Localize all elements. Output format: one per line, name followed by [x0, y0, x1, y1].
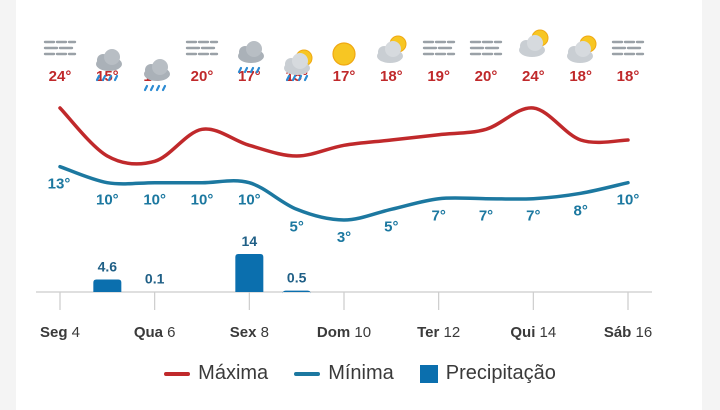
rain-cloud-icon	[87, 46, 127, 82]
x-tick-label: Ter 12	[417, 324, 460, 341]
x-tick-label: Seg 4	[40, 324, 80, 341]
max-temperature-label: 18°	[617, 68, 640, 85]
legend-precip-label: Precipitação	[445, 362, 556, 384]
precipitation-bar[interactable]	[235, 254, 264, 292]
x-tick-label: Dom 10	[317, 324, 371, 341]
min-temperature-label: 7°	[526, 208, 540, 225]
max-temperature-label: 18°	[569, 68, 592, 85]
x-tick-label: Qui 14	[510, 324, 556, 341]
forecast-card	[16, 0, 702, 410]
legend[interactable]: Máxima Mínima Precipitação	[0, 362, 720, 385]
max-temperature-label: 15°	[96, 68, 119, 85]
min-temperature-series	[58, 164, 630, 222]
min-temperature-label: 10°	[191, 192, 214, 209]
legend-max-swatch	[164, 371, 191, 376]
sun-icon	[324, 38, 364, 72]
sun-cloud-icon	[371, 32, 411, 66]
x-tick-label: Qua 6	[134, 324, 176, 341]
min-temperature-label: 8°	[573, 202, 587, 219]
min-temperature-label: 7°	[431, 208, 445, 225]
precipitation-value-label: 0.5	[287, 270, 307, 286]
precipitation-bars	[93, 254, 311, 294]
min-temperature-label: 13°	[48, 176, 71, 193]
fog-icon	[182, 30, 222, 64]
x-tick-labels: Seg 4 Qua 6 Sex 8 Dom 10 Ter 12 Qui 14 Sáb 16	[40, 324, 652, 341]
min-temperature-label: 10°	[617, 192, 640, 209]
sun-cloud-icon	[561, 32, 601, 66]
precipitation-value-label: 4.6	[98, 259, 118, 275]
min-temperature-label: 10°	[238, 192, 261, 209]
legend-item-max[interactable]: Máxima	[164, 362, 268, 385]
max-temperature-label: 17°	[238, 68, 261, 85]
x-tick-label: Sex 8	[230, 324, 269, 341]
max-temperature-label: 24°	[522, 68, 545, 85]
precipitation-value-label: 14	[242, 233, 258, 249]
max-temperature-label: 19°	[427, 68, 450, 85]
max-temperature-series	[58, 106, 630, 166]
legend-item-min[interactable]: Mínima	[294, 362, 394, 385]
max-temperature-label: 18°	[380, 68, 403, 85]
fog-icon	[466, 30, 506, 64]
fog-icon	[608, 30, 648, 64]
legend-min-label: Mínima	[328, 362, 394, 384]
x-axis	[36, 291, 652, 310]
precipitation-bar[interactable]	[282, 290, 311, 294]
forecast-chart: 4.60.1140.524°15°14°20°17°15°17°18°19°20…	[36, 68, 652, 341]
min-temperature-label: 10°	[143, 192, 166, 209]
max-temperature-label: 24°	[49, 68, 72, 85]
sun-cloud-icon	[513, 26, 553, 60]
rain-cloud-icon	[135, 56, 175, 92]
min-temperature-line[interactable]	[58, 164, 630, 222]
precipitation-value-label: 0.1	[145, 271, 165, 287]
min-temperature-label: 5°	[289, 218, 303, 235]
fog-icon	[40, 30, 80, 64]
max-temperature-line[interactable]	[58, 106, 630, 166]
precipitation-bar[interactable]	[93, 279, 122, 292]
max-temperature-label: 17°	[333, 68, 356, 85]
sun-rain-cloud-icon	[277, 46, 317, 82]
legend-min-swatch	[294, 371, 321, 376]
legend-item-precip[interactable]: Precipitação	[419, 362, 556, 385]
max-temperature-label: 20°	[475, 68, 498, 85]
fog-icon	[419, 30, 459, 64]
min-temperature-label: 10°	[96, 192, 119, 209]
legend-precip-swatch	[419, 364, 438, 383]
value-labels: 4.60.1140.524°15°14°20°17°15°17°18°19°20…	[48, 68, 640, 287]
min-temperature-label: 7°	[479, 208, 493, 225]
min-temperature-label: 3°	[337, 229, 351, 246]
x-tick-label: Sáb 16	[604, 324, 652, 341]
rain-cloud-icon	[229, 38, 269, 74]
min-temperature-label: 5°	[384, 218, 398, 235]
legend-max-label: Máxima	[198, 362, 269, 384]
max-temperature-label: 20°	[191, 68, 214, 85]
